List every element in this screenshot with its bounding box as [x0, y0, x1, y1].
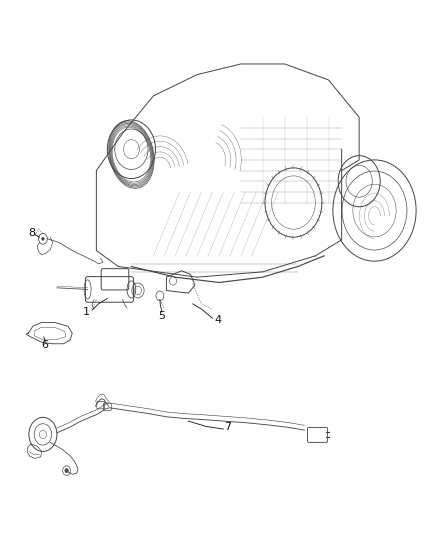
Circle shape: [42, 237, 44, 240]
Text: 7: 7: [224, 423, 231, 432]
Text: 6: 6: [42, 341, 49, 350]
Text: 5: 5: [159, 311, 166, 320]
Text: 4: 4: [214, 315, 221, 325]
Text: 1: 1: [83, 307, 90, 317]
Text: 8: 8: [28, 229, 35, 238]
Circle shape: [65, 469, 68, 473]
